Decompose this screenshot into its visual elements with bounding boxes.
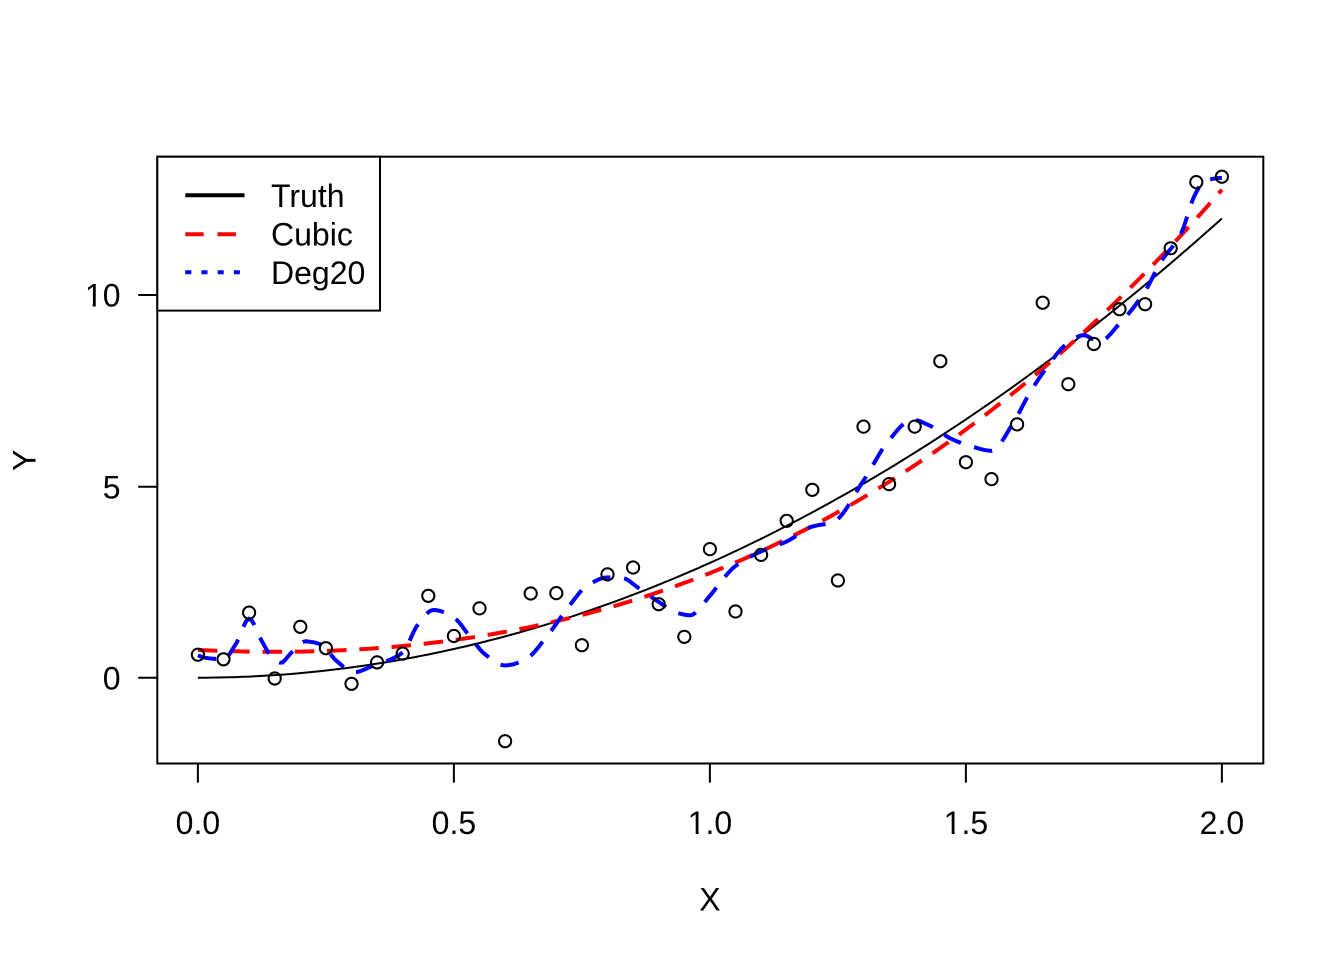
svg-text:1.5: 1.5 (944, 805, 988, 841)
svg-text:5: 5 (103, 469, 121, 505)
svg-text:X: X (699, 882, 720, 918)
svg-text:Truth: Truth (271, 178, 345, 214)
svg-text:2.0: 2.0 (1200, 805, 1244, 841)
svg-text:10: 10 (85, 278, 121, 314)
svg-text:Y: Y (6, 450, 42, 471)
svg-text:0: 0 (103, 660, 121, 696)
svg-text:Cubic: Cubic (271, 216, 353, 252)
svg-text:0.0: 0.0 (176, 805, 220, 841)
svg-text:1.0: 1.0 (688, 805, 732, 841)
svg-text:Deg20: Deg20 (271, 255, 365, 291)
svg-text:0.5: 0.5 (432, 805, 476, 841)
